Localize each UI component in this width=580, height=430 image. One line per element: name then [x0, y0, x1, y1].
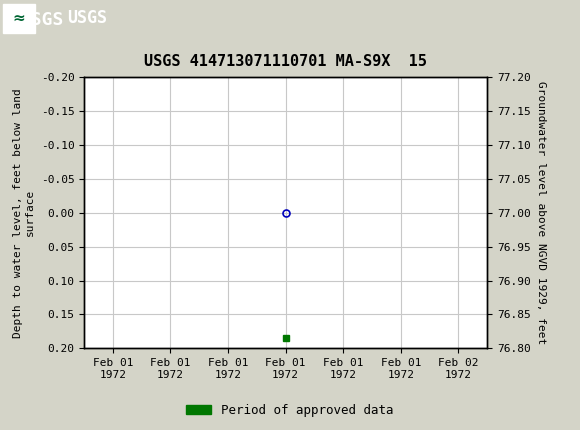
Y-axis label: Groundwater level above NGVD 1929, feet: Groundwater level above NGVD 1929, feet: [536, 81, 546, 344]
Text: USGS: USGS: [67, 9, 107, 27]
Legend: Period of approved data: Period of approved data: [181, 399, 399, 421]
Bar: [3, 3, 35, 33]
Title: USGS 414713071110701 MA-S9X  15: USGS 414713071110701 MA-S9X 15: [144, 54, 427, 69]
Text: ≈: ≈: [12, 11, 25, 26]
Text: █USGS: █USGS: [9, 8, 63, 29]
Y-axis label: Depth to water level, feet below land
surface: Depth to water level, feet below land su…: [13, 88, 35, 338]
